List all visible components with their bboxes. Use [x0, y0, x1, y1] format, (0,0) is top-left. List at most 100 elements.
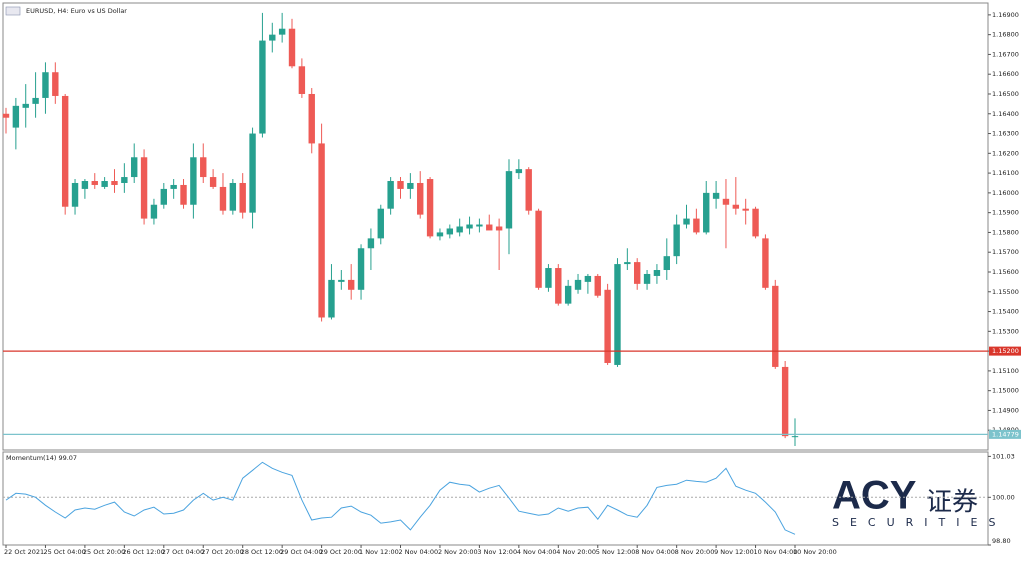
- y-tick-label: 1.15300: [992, 327, 1019, 335]
- x-tick-label: 26 Oct 12:00: [122, 548, 164, 556]
- y-tick-label: 1.16900: [992, 11, 1019, 19]
- y-tick-label: 1.15500: [992, 288, 1019, 296]
- candle-body: [259, 40, 266, 134]
- candle-body: [584, 275, 592, 282]
- candle-body: [387, 181, 394, 209]
- candle-body: [791, 436, 799, 438]
- candle-body: [160, 188, 167, 205]
- logo: ACY 证券 SECURITIES: [832, 474, 995, 529]
- x-tick-label: 27 Oct 20:00: [201, 548, 243, 556]
- candle-body: [594, 275, 601, 296]
- x-tick-label: 10 Nov 04:00: [754, 548, 798, 556]
- candle-body: [732, 204, 740, 209]
- candle-body: [52, 72, 59, 96]
- x-tick-label: 29 Oct 04:00: [280, 548, 322, 556]
- candle-body: [397, 181, 404, 189]
- x-tick-label: 29 Oct 20:00: [320, 548, 362, 556]
- candle-body: [703, 192, 710, 233]
- candle-body: [476, 224, 483, 227]
- candle-body: [308, 93, 315, 144]
- candle-body: [61, 95, 69, 207]
- x-tick-label: 2 Nov 04:00: [399, 548, 439, 556]
- candle-body: [140, 157, 148, 219]
- candle-body: [338, 279, 345, 282]
- x-tick-label: 28 Oct 12:00: [241, 548, 283, 556]
- candle-body: [318, 143, 325, 318]
- y-tick-label: 1.16700: [992, 50, 1019, 58]
- candle-body: [564, 285, 572, 304]
- candle-body: [614, 264, 621, 365]
- y-tick-label: 1.15700: [992, 248, 1019, 256]
- candle-body: [722, 198, 730, 205]
- candle-body: [535, 210, 542, 288]
- candle-body: [555, 268, 562, 304]
- main-panel: [2, 2, 989, 451]
- momentum-line: [5, 461, 796, 535]
- y-tick-label: 1.16400: [992, 110, 1019, 118]
- candle-body: [752, 208, 759, 237]
- chart-title: EURUSD, H4: Euro vs US Dollar: [26, 7, 127, 15]
- y-tick-label: 1.14900: [992, 406, 1019, 414]
- x-tick-label: 10 Nov 20:00: [793, 548, 837, 556]
- y-tick-label: 98.80: [992, 537, 1011, 545]
- x-tick-label: 22 Oct 2021: [4, 548, 44, 556]
- candle-body: [71, 182, 79, 207]
- y-tick-label: 1.16200: [992, 149, 1019, 157]
- candle-body: [131, 157, 138, 178]
- candle-body: [525, 169, 532, 211]
- candle-body: [229, 182, 237, 211]
- candle-body: [466, 224, 473, 229]
- candle-body: [298, 66, 306, 94]
- momentum-panel: [2, 451, 989, 546]
- y-tick-label: 1.15100: [992, 367, 1019, 375]
- x-tick-label: 9 Nov 12:00: [714, 548, 754, 556]
- y-tick-label: 1.15600: [992, 268, 1019, 276]
- candle-body: [42, 72, 49, 98]
- candle-body: [150, 204, 158, 219]
- y-tick-label: 1.15800: [992, 228, 1019, 236]
- x-tick-label: 8 Nov 20:00: [675, 548, 715, 556]
- x-tick-label: 1 Nov 12:00: [359, 548, 399, 556]
- candle-body: [673, 224, 680, 257]
- y-tick-label: 1.16800: [992, 31, 1019, 39]
- candle-body: [574, 279, 582, 290]
- candle-body: [417, 182, 424, 215]
- candle-body: [239, 182, 246, 213]
- y-tick-label: 1.16500: [992, 90, 1019, 98]
- y-tick-label: 1.16100: [992, 169, 1019, 177]
- candle-body: [32, 97, 39, 104]
- candle-body: [101, 181, 108, 187]
- candle-body: [22, 103, 29, 108]
- y-tick-label: 1.15900: [992, 209, 1019, 217]
- candle-body: [545, 268, 552, 288]
- candle-body: [190, 157, 197, 205]
- candle-body: [693, 218, 700, 233]
- candle-body: [170, 184, 177, 189]
- candle-body: [426, 179, 434, 237]
- candle-body: [772, 285, 779, 367]
- y-tick-label: 100.00: [992, 493, 1015, 501]
- candle-body: [624, 262, 631, 265]
- y-tick-label: 1.15000: [992, 387, 1019, 395]
- candle-body: [121, 177, 128, 183]
- candle-body: [486, 224, 493, 231]
- candle-body: [2, 113, 10, 118]
- candle-body: [505, 171, 513, 229]
- candle-body: [328, 279, 335, 318]
- candle-body: [249, 133, 256, 213]
- x-tick-label: 3 Nov 12:00: [477, 548, 517, 556]
- logo-brand-cn: 证券: [926, 488, 978, 518]
- candle-body: [288, 28, 296, 67]
- candle-body: [663, 256, 670, 271]
- candle-body: [634, 262, 641, 284]
- candle-body: [446, 228, 454, 235]
- candle-body: [111, 181, 118, 185]
- candle-body: [643, 273, 651, 284]
- y-tick-label: 1.15400: [992, 308, 1019, 316]
- candle-body: [367, 238, 375, 249]
- price-level-label: 1.14779: [992, 430, 1019, 438]
- candle-body: [762, 238, 769, 288]
- x-tick-label: 2 Nov 20:00: [438, 548, 478, 556]
- x-tick-label: 4 Nov 04:00: [517, 548, 557, 556]
